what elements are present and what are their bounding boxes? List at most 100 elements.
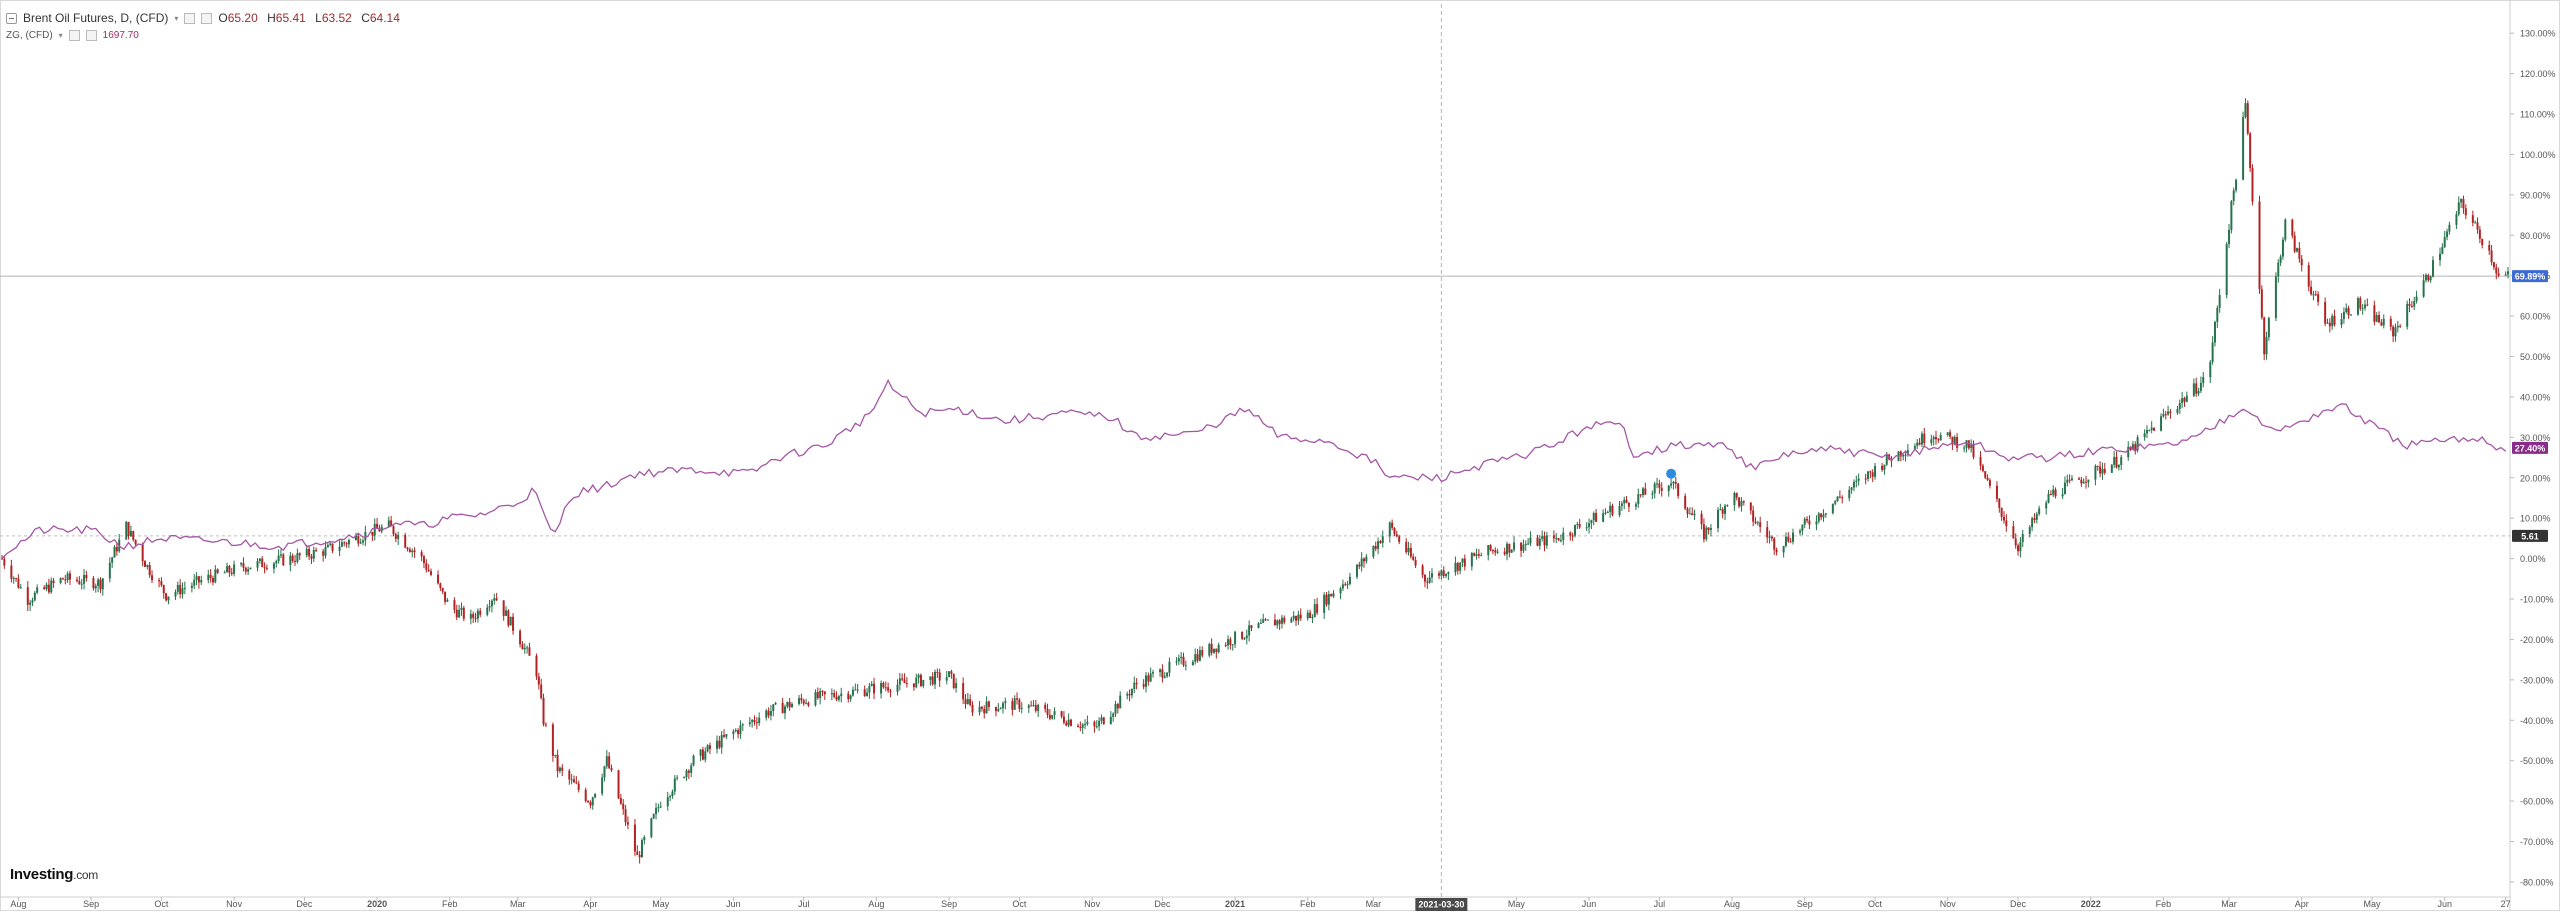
candle-body	[19, 587, 22, 589]
high-label: H	[267, 11, 276, 25]
candle-body	[362, 540, 365, 543]
candle-body	[2392, 326, 2395, 337]
candle-body	[781, 702, 784, 714]
event-marker[interactable]	[1666, 468, 1677, 479]
x-tick-label: Dec	[2010, 899, 2027, 909]
candle-body	[1257, 623, 1260, 629]
candle-body	[659, 806, 662, 808]
candle-body	[800, 698, 803, 701]
candle-body	[2178, 402, 2181, 410]
x-tick-label: Sep	[941, 899, 957, 909]
candle-body	[2298, 248, 2301, 259]
candle-body	[2431, 260, 2434, 277]
open-value: 65.20	[227, 11, 258, 25]
candle-body	[2038, 508, 2041, 515]
candle-body	[223, 572, 226, 574]
candle-body	[1341, 584, 1344, 589]
candle-body	[148, 565, 151, 576]
candle-body	[211, 578, 214, 583]
candle-body	[2185, 395, 2188, 402]
candle-body	[997, 709, 1000, 712]
candle-body	[2047, 493, 2050, 503]
candle-body	[1212, 648, 1215, 653]
candle-body	[2120, 457, 2123, 465]
price-badge-base	[2512, 529, 2548, 542]
candle-body	[1707, 527, 1710, 530]
candle-body	[2225, 243, 2228, 296]
remove-icon[interactable]	[85, 30, 97, 41]
x-tick-label: 2021	[1225, 899, 1245, 909]
candle-body	[1224, 644, 1227, 646]
candle-body	[1904, 454, 1907, 456]
candle-body	[1782, 545, 1785, 553]
price-badge-last	[2512, 270, 2548, 283]
candle-body	[1670, 483, 1673, 486]
y-tick-label: -70.00%	[2520, 837, 2554, 847]
candle-body	[1184, 665, 1187, 667]
candle-body	[610, 768, 613, 771]
candle-body	[1953, 437, 1956, 445]
candle-body	[45, 584, 48, 589]
candle-body	[2085, 481, 2088, 483]
candle-body	[197, 576, 200, 583]
candle-body	[971, 704, 974, 713]
candle-body	[1428, 577, 1431, 583]
crosshair-date-badge	[1415, 898, 1468, 911]
candle-body	[783, 706, 786, 714]
chevron-down-icon[interactable]: ▾	[174, 14, 179, 23]
candle-body	[261, 558, 264, 568]
candle-body	[1986, 477, 1989, 481]
candle-body	[2153, 427, 2156, 431]
candle-body	[291, 555, 294, 561]
collapse-icon[interactable]	[6, 13, 17, 24]
candle-body	[1634, 504, 1637, 507]
x-tick-label: May	[2364, 899, 2382, 909]
candle-body	[1147, 675, 1150, 682]
candle-body	[1454, 562, 1457, 573]
legend-compare-value: 1697.70	[102, 30, 139, 41]
candle-body	[1677, 483, 1680, 497]
candle-body	[2014, 538, 2017, 546]
candle-body	[296, 553, 299, 562]
candle-body	[247, 569, 250, 572]
settings-icon[interactable]	[184, 13, 196, 24]
y-tick-label: 130.00%	[2520, 29, 2556, 39]
candle-body	[263, 567, 266, 569]
candle-body	[249, 567, 252, 570]
candle-body	[1726, 505, 1729, 507]
candle-body	[1480, 555, 1483, 557]
candle-body	[2314, 294, 2317, 296]
candle-body	[1817, 513, 1820, 522]
candle-body	[950, 671, 953, 674]
candle-body	[2324, 301, 2327, 324]
candle-body	[2448, 224, 2451, 232]
candle-body	[2349, 314, 2352, 316]
candle-body	[1571, 535, 1574, 537]
candle-body	[1325, 594, 1328, 605]
candle-body	[734, 730, 737, 732]
candle-body	[2099, 466, 2102, 474]
candle-body	[2087, 479, 2090, 483]
candle-body	[509, 616, 512, 626]
candle-body	[1250, 625, 1253, 629]
candle-body	[61, 578, 64, 580]
candle-body	[2328, 322, 2331, 327]
candle-body	[1937, 439, 1940, 441]
y-tick-label: 30.00%	[2520, 433, 2551, 443]
chevron-down-icon[interactable]: ▾	[58, 31, 63, 40]
candle-body	[1815, 521, 1818, 525]
candle-body	[101, 578, 104, 590]
settings-icon[interactable]	[68, 30, 80, 41]
candle-body	[129, 530, 132, 537]
candle-body	[2441, 247, 2444, 254]
candle-body	[326, 544, 329, 548]
candle-body	[275, 561, 278, 564]
candle-body	[2361, 308, 2364, 310]
candle-body	[1135, 682, 1138, 685]
candle-body	[1084, 724, 1087, 726]
remove-icon[interactable]	[201, 13, 213, 24]
candle-body	[758, 717, 761, 724]
candle-body	[444, 591, 447, 602]
candle-body	[720, 735, 723, 748]
